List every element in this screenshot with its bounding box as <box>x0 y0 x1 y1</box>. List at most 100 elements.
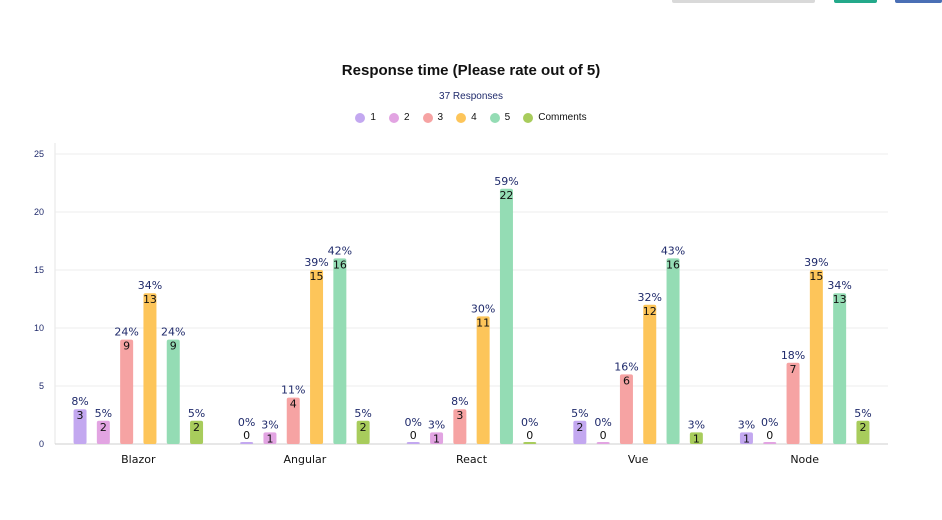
bar-value-label: 3 <box>77 409 84 422</box>
bar-value-label: 13 <box>833 293 847 306</box>
bar[interactable] <box>120 339 134 444</box>
x-tick-label: Angular <box>284 453 327 466</box>
chart-legend: 1 2 3 4 5 Comments <box>0 112 942 123</box>
x-tick-label: React <box>456 453 488 466</box>
bar[interactable] <box>499 188 513 444</box>
y-tick-label: 20 <box>34 207 44 217</box>
y-tick-label: 5 <box>39 381 44 391</box>
bar-value-label: 2 <box>360 421 367 434</box>
legend-swatch-1 <box>355 112 366 123</box>
bar-value-label: 1 <box>743 432 750 445</box>
x-tick-label: Blazor <box>121 453 156 466</box>
legend-item-5[interactable]: 5 <box>489 112 510 123</box>
bar-percent-label: 24% <box>114 326 138 339</box>
bar-percent-label: 8% <box>71 395 88 408</box>
bar[interactable] <box>619 374 633 444</box>
bar[interactable] <box>143 293 157 444</box>
bar-percent-label: 39% <box>304 256 328 269</box>
bar[interactable] <box>786 362 800 444</box>
bar[interactable] <box>643 304 657 444</box>
legend-label-comments: Comments <box>538 112 587 123</box>
bar-percent-label: 11% <box>281 384 305 397</box>
bar-percent-label: 34% <box>138 279 162 292</box>
bar[interactable] <box>333 258 347 444</box>
chart-title: Response time (Please rate out of 5) <box>341 62 601 79</box>
bar-percent-label: 0% <box>238 416 255 429</box>
y-tick-label: 25 <box>34 149 44 159</box>
bar[interactable] <box>190 420 204 444</box>
y-tick-label: 10 <box>34 323 44 333</box>
x-tick-label: Vue <box>628 453 649 466</box>
bar[interactable] <box>263 432 277 444</box>
bar-percent-label: 3% <box>261 418 278 431</box>
bar[interactable] <box>763 442 777 444</box>
bar-percent-label: 5% <box>571 407 588 420</box>
toolbar-button-primary[interactable] <box>834 0 877 3</box>
legend-item-1[interactable]: 1 <box>355 112 376 123</box>
bar-value-label: 4 <box>290 398 297 411</box>
bar-percent-label: 0% <box>521 416 538 429</box>
bar-percent-label: 5% <box>95 407 112 420</box>
bar-value-label: 15 <box>809 270 823 283</box>
bar-percent-label: 5% <box>854 407 871 420</box>
bar[interactable] <box>689 432 703 444</box>
bar-value-label: 13 <box>143 293 157 306</box>
bar[interactable] <box>523 442 537 444</box>
legend-swatch-4 <box>456 112 467 123</box>
bar-value-label: 1 <box>266 432 273 445</box>
bar-percent-label: 34% <box>827 279 851 292</box>
toolbar-button-export[interactable] <box>672 0 815 3</box>
bar-value-label: 2 <box>859 421 866 434</box>
bar-percent-label: 5% <box>188 407 205 420</box>
bar-percent-label: 0% <box>405 416 422 429</box>
toolbar-button-secondary[interactable] <box>895 0 942 3</box>
bar[interactable] <box>96 420 110 444</box>
bar[interactable] <box>856 420 870 444</box>
bar-percent-label: 59% <box>494 175 518 188</box>
bar-value-label: 0 <box>526 429 533 442</box>
bar-percent-label: 24% <box>161 326 185 339</box>
legend-swatch-2 <box>388 112 399 123</box>
bar-percent-label: 3% <box>428 418 445 431</box>
bar[interactable] <box>73 409 87 444</box>
legend-label-1: 1 <box>370 112 376 123</box>
bar[interactable] <box>356 420 370 444</box>
bar-percent-label: 3% <box>688 418 705 431</box>
bar-value-label: 0 <box>766 429 773 442</box>
bar-value-label: 9 <box>123 340 130 353</box>
bar-value-label: 16 <box>666 258 680 271</box>
bar-value-label: 12 <box>643 305 657 318</box>
bar-value-label: 7 <box>790 363 797 376</box>
bar-value-label: 15 <box>310 270 324 283</box>
legend-item-2[interactable]: 2 <box>388 112 410 123</box>
bar-percent-label: 8% <box>451 395 468 408</box>
y-tick-label: 15 <box>34 265 44 275</box>
bar[interactable] <box>476 316 490 444</box>
legend-swatch-5 <box>489 112 500 123</box>
x-tick-label: Node <box>790 453 819 466</box>
bar-value-label: 2 <box>576 421 583 434</box>
bar[interactable] <box>573 420 587 444</box>
legend-item-3[interactable]: 3 <box>422 112 443 123</box>
bar[interactable] <box>240 442 254 444</box>
bar-value-label: 0 <box>243 429 250 442</box>
bar[interactable] <box>833 293 847 444</box>
bar-value-label: 0 <box>600 429 607 442</box>
bar[interactable] <box>809 270 823 444</box>
bar-percent-label: 5% <box>354 407 371 420</box>
legend-item-4[interactable]: 4 <box>456 112 477 123</box>
bar-percent-label: 43% <box>661 244 685 257</box>
bar[interactable] <box>596 442 610 444</box>
bar[interactable] <box>406 442 420 444</box>
bar-percent-label: 3% <box>738 418 755 431</box>
bar[interactable] <box>453 409 467 444</box>
bar[interactable] <box>310 270 324 444</box>
bar[interactable] <box>666 258 680 444</box>
bar[interactable] <box>166 339 180 444</box>
bar[interactable] <box>739 432 753 444</box>
bar-percent-label: 39% <box>804 256 828 269</box>
bar[interactable] <box>286 397 300 444</box>
bar[interactable] <box>430 432 444 444</box>
legend-item-comments[interactable]: Comments <box>523 112 587 123</box>
